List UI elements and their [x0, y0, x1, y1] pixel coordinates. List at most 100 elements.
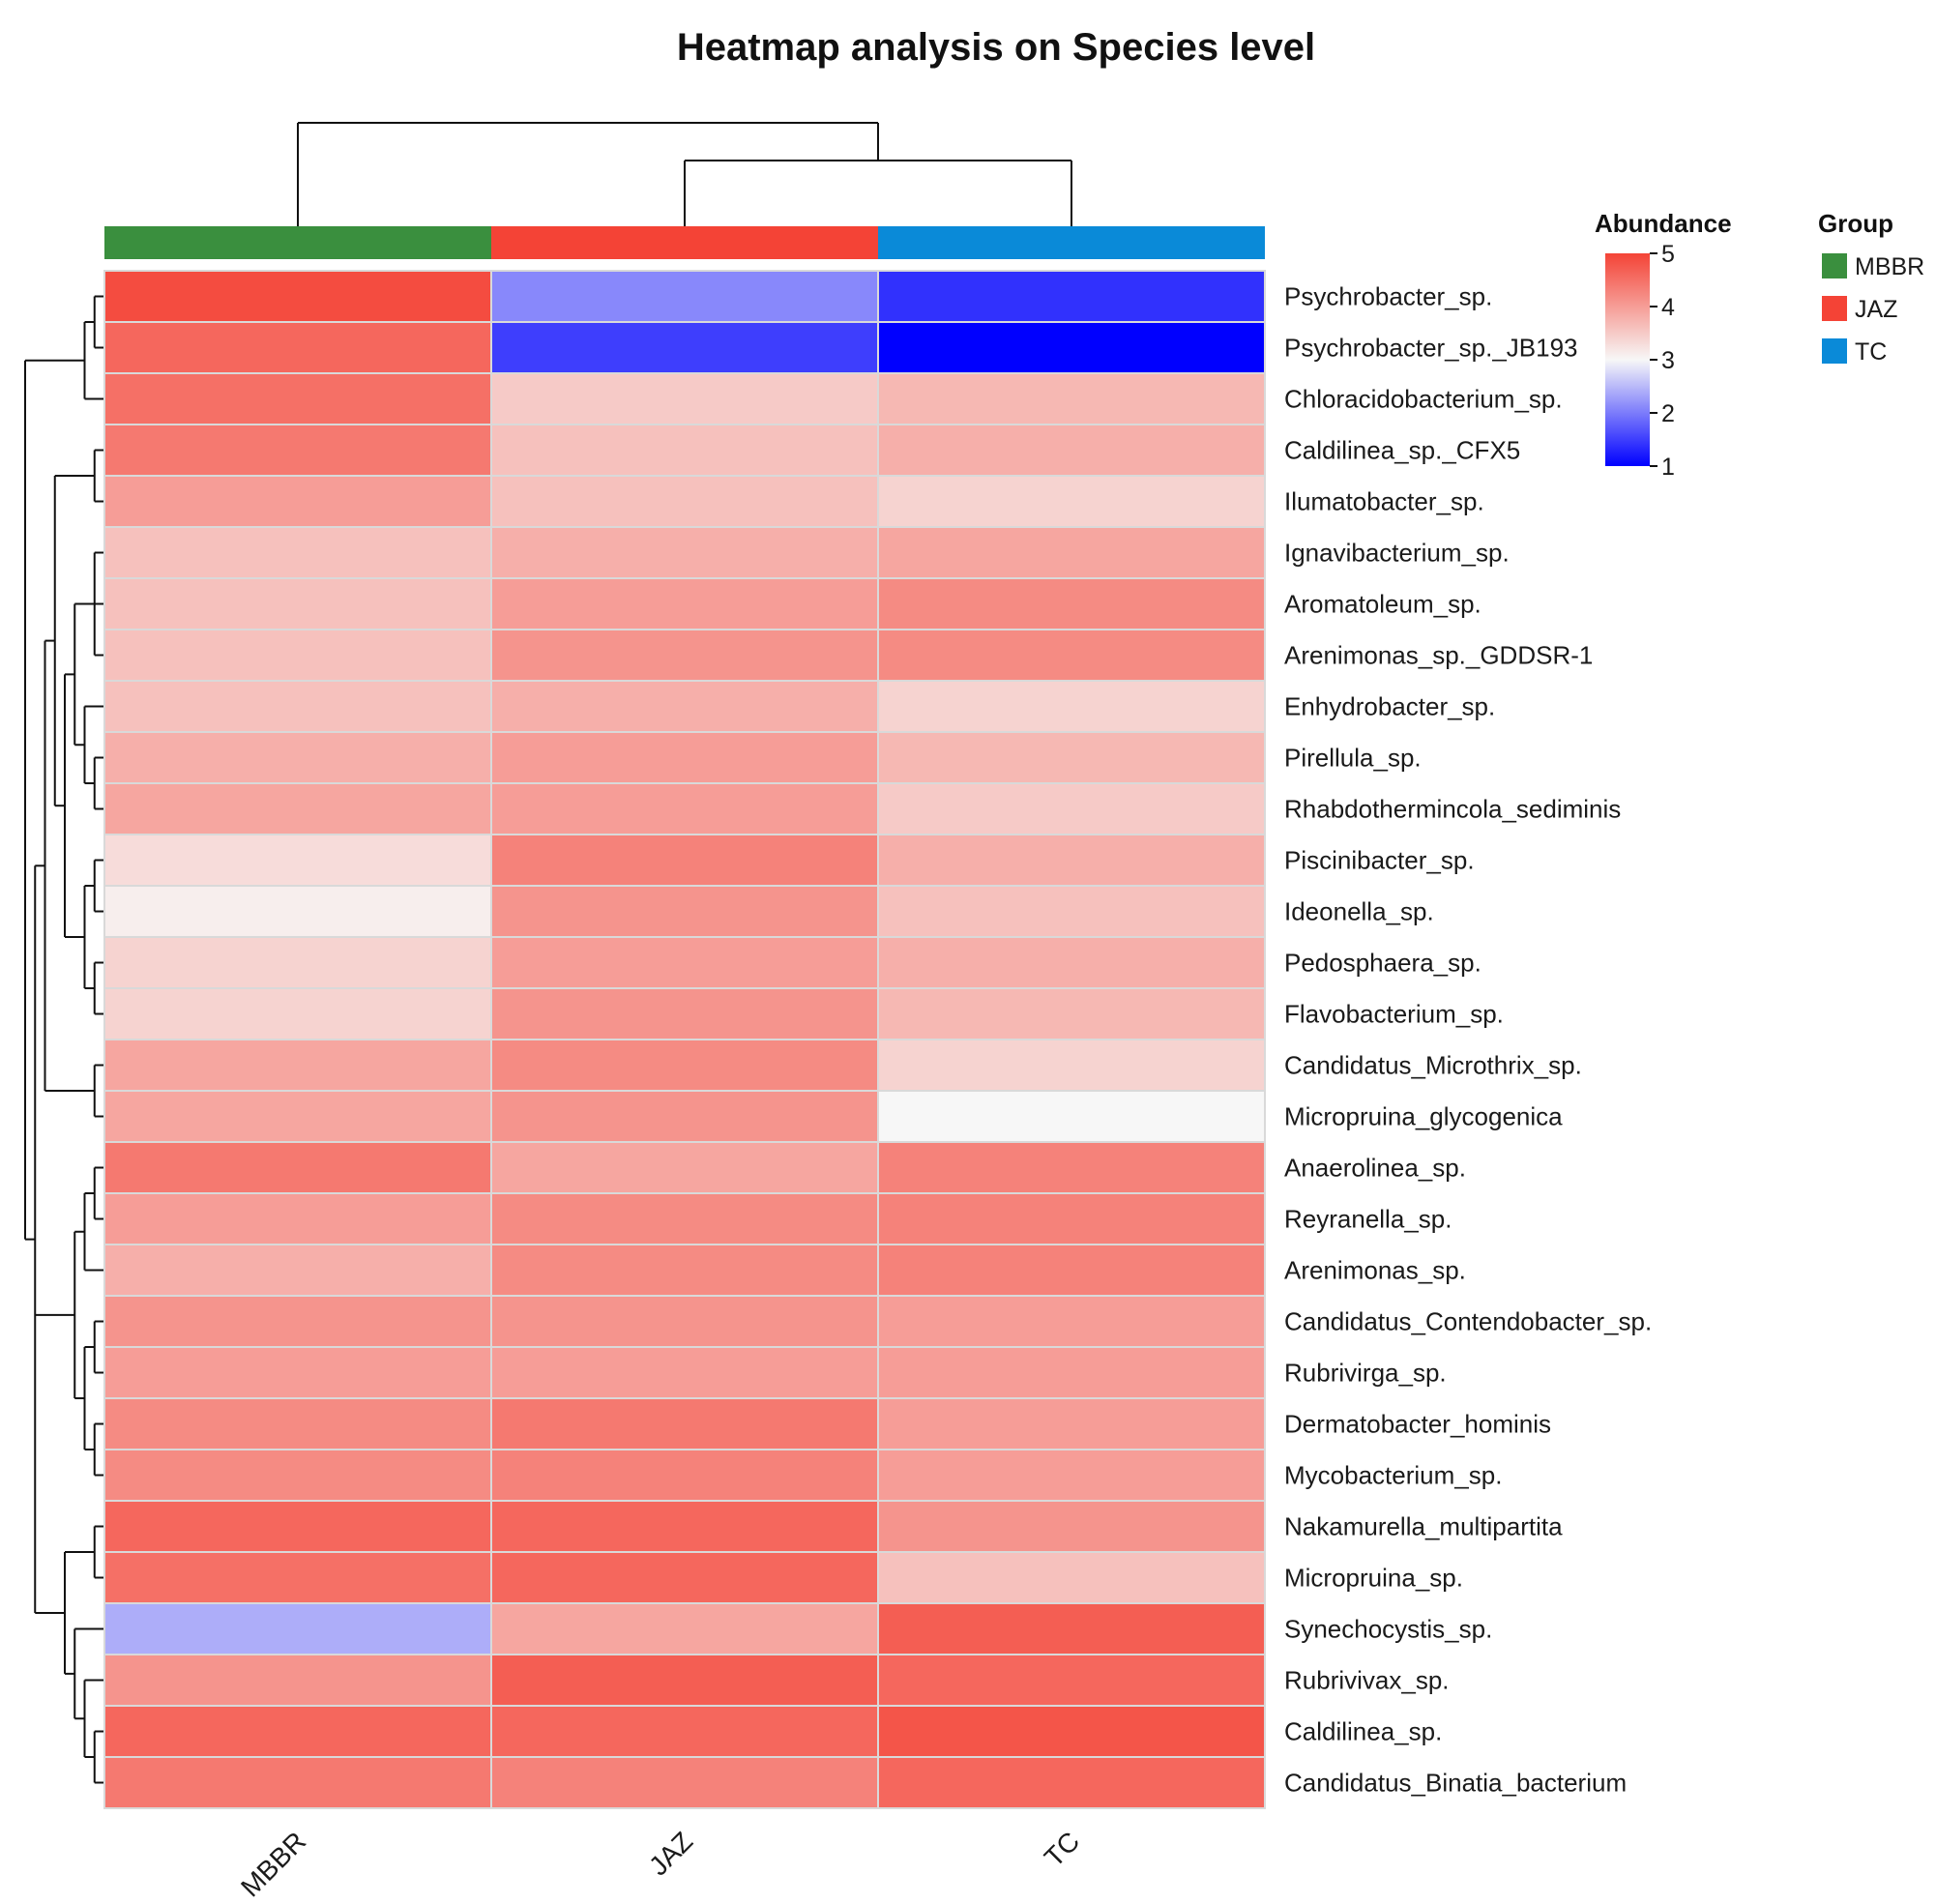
heatmap-cell	[877, 321, 1266, 374]
abundance-tick-label: 3	[1661, 347, 1675, 374]
heatmap-cell	[490, 321, 879, 374]
heatmap-cell	[490, 1756, 879, 1809]
heatmap-cell	[877, 680, 1266, 733]
heatmap-cell	[490, 1705, 879, 1758]
abundance-legend: Abundance 5 4 3 2 1	[1595, 209, 1732, 481]
heatmap-cell	[490, 1654, 879, 1707]
heatmap-cell	[103, 680, 492, 733]
group-annotation-bar	[104, 226, 1265, 259]
heatmap-cell	[103, 1654, 492, 1707]
heatmap-cell	[877, 1039, 1266, 1092]
heatmap-cell	[490, 475, 879, 528]
group-bar-tc	[878, 226, 1265, 259]
heatmap-cell	[490, 1141, 879, 1194]
column-dendrogram	[297, 122, 1072, 226]
heatmap-cell	[877, 1500, 1266, 1553]
heatmap-cell	[490, 885, 879, 938]
heatmap-cell	[103, 526, 492, 579]
heatmap-cell	[877, 1551, 1266, 1604]
heatmap-cell	[877, 629, 1266, 682]
heatmap-cell	[877, 1397, 1266, 1450]
row-label: Micropruina_sp.	[1284, 1564, 1463, 1593]
row-label: Anaerolinea_sp.	[1284, 1154, 1466, 1183]
heatmap-cell	[877, 1244, 1266, 1297]
heatmap-cell	[877, 987, 1266, 1040]
row-label: Mycobacterium_sp.	[1284, 1461, 1502, 1490]
heatmap-cell	[490, 270, 879, 323]
heatmap-cell	[103, 1141, 492, 1194]
group-bar-jaz	[491, 226, 878, 259]
heatmap-cell	[490, 577, 879, 630]
row-label: Ideonella_sp.	[1284, 897, 1434, 926]
heatmap-cell	[103, 475, 492, 528]
column-labels: MBBR JAZ TC	[235, 1826, 1085, 1902]
heatmap-cell	[877, 936, 1266, 989]
heatmap-cell	[490, 1295, 879, 1348]
heatmap-cell	[103, 1705, 492, 1758]
heatmap-cell	[877, 1705, 1266, 1758]
chart-title: Heatmap analysis on Species level	[677, 26, 1315, 69]
heatmap-cell	[103, 1090, 492, 1143]
heatmap-cell	[490, 1039, 879, 1092]
abundance-tick-label: 1	[1661, 454, 1675, 481]
row-dendrogram	[24, 295, 104, 1784]
heatmap-cell	[103, 936, 492, 989]
heatmap-cell	[877, 834, 1266, 887]
heatmap-cell	[877, 1449, 1266, 1502]
heatmap-cell	[103, 1551, 492, 1604]
heatmap-cell	[103, 1346, 492, 1399]
group-legend-swatch-mbbr	[1822, 253, 1847, 278]
heatmap-cell	[490, 1192, 879, 1245]
heatmap-cell	[877, 372, 1266, 425]
heatmap-cell	[103, 1244, 492, 1297]
heatmap-cell	[490, 1449, 879, 1502]
heatmap-cell	[490, 936, 879, 989]
row-label: Rubrivivax_sp.	[1284, 1666, 1450, 1695]
heatmap-cell	[877, 731, 1266, 784]
heatmap-cell	[103, 1397, 492, 1450]
column-label: TC	[1039, 1826, 1085, 1872]
abundance-ticks: 5 4 3 2 1	[1650, 241, 1675, 481]
group-legend-title: Group	[1818, 209, 1893, 238]
heatmap-cell	[877, 1295, 1266, 1348]
row-label: Nakamurella_multipartita	[1284, 1512, 1563, 1541]
heatmap-cell	[490, 731, 879, 784]
heatmap-cell	[490, 1397, 879, 1450]
abundance-tick-label: 4	[1661, 294, 1675, 321]
heatmap-cell	[877, 270, 1266, 323]
heatmap-cell	[490, 1500, 879, 1553]
heatmap-cell	[103, 372, 492, 425]
heatmap-cell	[103, 782, 492, 835]
group-legend-label: MBBR	[1855, 253, 1924, 280]
heatmap-cell	[103, 1192, 492, 1245]
row-label: Candidatus_Microthrix_sp.	[1284, 1051, 1582, 1080]
row-label: Pedosphaera_sp.	[1284, 949, 1481, 978]
heatmap-cell	[877, 526, 1266, 579]
heatmap-cell	[103, 1756, 492, 1809]
heatmap-cell	[877, 1602, 1266, 1655]
row-label: Pirellula_sp.	[1284, 744, 1422, 773]
heatmap-cell	[103, 987, 492, 1040]
heatmap-cell	[877, 782, 1266, 835]
heatmap-cell	[103, 1602, 492, 1655]
row-label: Piscinibacter_sp.	[1284, 846, 1475, 875]
abundance-legend-title: Abundance	[1595, 209, 1732, 238]
row-label: Chloracidobacterium_sp.	[1284, 385, 1563, 414]
heatmap-cell	[490, 526, 879, 579]
column-label: JAZ	[643, 1826, 698, 1881]
heatmap-cell	[103, 1295, 492, 1348]
row-label: Arenimonas_sp.	[1284, 1256, 1466, 1285]
row-label: Flavobacterium_sp.	[1284, 1000, 1504, 1029]
row-label: Rhabdothermincola_sediminis	[1284, 795, 1621, 824]
heatmap-cell	[490, 1602, 879, 1655]
heatmap-cell	[490, 1244, 879, 1297]
heatmap-cell	[103, 270, 492, 323]
heatmap-cell	[490, 1090, 879, 1143]
column-label: MBBR	[235, 1826, 311, 1902]
row-label: Candidatus_Binatia_bacterium	[1284, 1769, 1627, 1798]
row-label: Aromatoleum_sp.	[1284, 590, 1481, 619]
row-label: Micropruina_glycogenica	[1284, 1102, 1563, 1131]
abundance-tick-label: 5	[1661, 241, 1675, 268]
group-bar-mbbr	[104, 226, 491, 259]
